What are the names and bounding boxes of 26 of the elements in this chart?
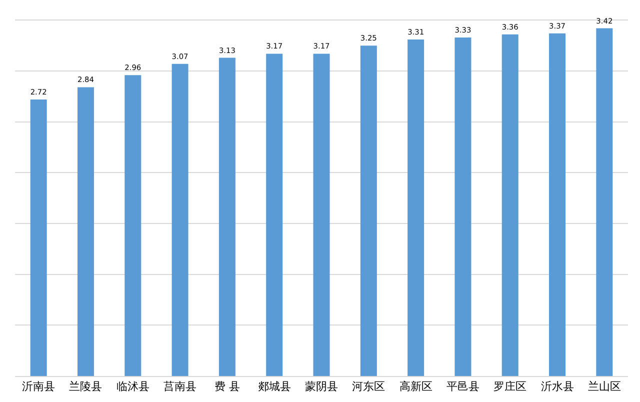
- x-tick-label: 临沭县: [116, 380, 150, 394]
- x-tick-label: 蒙阴县: [305, 380, 338, 394]
- x-tick-label: 河东区: [352, 380, 386, 394]
- x-tick-label: 莒南县: [164, 380, 197, 394]
- bar: [218, 58, 236, 376]
- bar: [360, 46, 377, 376]
- bar: [124, 75, 142, 376]
- bar: [408, 39, 424, 376]
- bar: [266, 54, 283, 376]
- bar: [77, 87, 94, 376]
- x-tick-label: 沂南县: [22, 380, 56, 394]
- x-tick-label: 费 县: [214, 380, 240, 394]
- x-tick-label: 沂水县: [540, 380, 574, 394]
- x-tick-label: 兰陵县: [69, 380, 102, 394]
- x-tick-label: 罗庄区: [494, 380, 527, 394]
- bar: [30, 99, 47, 376]
- x-tick-label: 平邑县: [446, 380, 480, 394]
- x-tick-label: 郯城县: [258, 380, 291, 394]
- bar: [172, 64, 188, 376]
- bar: [502, 34, 518, 376]
- bar: [549, 33, 566, 376]
- bar: [454, 37, 472, 376]
- bar: [313, 54, 330, 376]
- bar: [596, 28, 613, 376]
- x-tick-label: 兰山区: [588, 380, 621, 394]
- x-tick-label: 高新区: [399, 380, 432, 394]
